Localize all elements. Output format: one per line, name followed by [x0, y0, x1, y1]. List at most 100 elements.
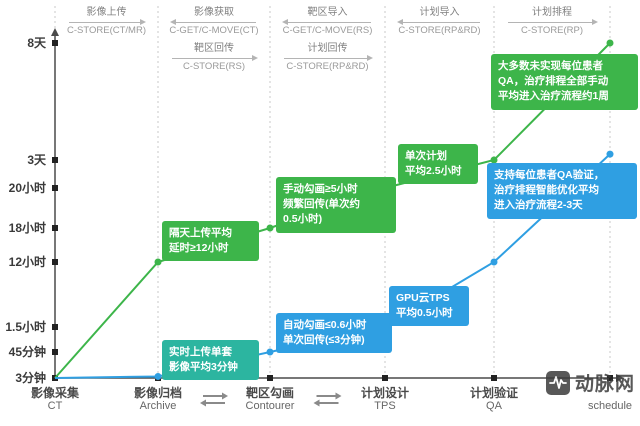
annotation-line: GPU云TPS [396, 292, 450, 304]
data-point-cloud [266, 348, 274, 356]
flow-arrow-right-icon [69, 19, 146, 25]
flow-arrow-right-icon [284, 55, 373, 61]
data-point-cloud [154, 372, 162, 380]
flow-arrow-right-icon [172, 55, 258, 61]
data-point-traditional [266, 224, 274, 232]
swap-arrow-left-head-icon [313, 399, 320, 407]
y-tick-marker [52, 225, 58, 231]
annotation-line: 平均0.5小时 [396, 307, 453, 320]
y-tick-marker [52, 349, 58, 355]
x-tick-marker [267, 375, 273, 381]
annotation-line: 隔天上传平均 [169, 227, 232, 239]
y-tick-label: 20小时 [8, 181, 46, 195]
dicom-code-label: C-STORE(RS) [182, 61, 246, 72]
x-tick-marker [607, 375, 613, 381]
x-category-en: Archive [139, 400, 177, 412]
x-category-en: TPS [374, 400, 396, 412]
x-category-en: QA [486, 400, 502, 412]
vcbeat-logo-icon [546, 370, 570, 395]
annotation-line: QA，治疗排程全部手动 [498, 75, 609, 88]
data-point-cloud [606, 150, 614, 158]
annotation-line: 手动勾画≥5小时 [283, 183, 358, 195]
x-category-label: 影像归档 Archive [103, 386, 213, 413]
annotation-blue: GPU云TPS 平均0.5小时 [389, 286, 469, 327]
annotation-line: 0.5小时) [283, 213, 323, 226]
dicom-code-label: C-GET/C-MOVE(CT) [169, 25, 259, 36]
annotation-line: 治疗排程智能优化平均 [494, 184, 599, 197]
x-category-label: 靶区勾画 Contourer [215, 386, 325, 413]
y-tick-label: 12小时 [8, 255, 46, 269]
swap-arrow-left-head-icon [200, 399, 206, 407]
annotation-teal: 实时上传单套 影像平均3分钟 [162, 340, 259, 381]
y-tick-label: 8天 [27, 36, 46, 50]
protocol-flow-column: 靶区导入 C-GET/C-MOVE(RS) 计划回传 C-STORE(RP&RD) [279, 6, 376, 78]
flow-step-label: 计划回传 [307, 43, 348, 54]
data-point-traditional [490, 156, 498, 164]
flow-step-label: 靶区回传 [194, 43, 234, 54]
y-tick-label: 18小时 [8, 221, 46, 235]
y-tick-marker [52, 324, 58, 330]
x-category-zh: 计划设计 [360, 386, 409, 400]
flow-step-label: 靶区导入 [307, 7, 348, 18]
x-category-label: 计划验证 QA [439, 386, 549, 413]
flow-arrow-left-icon [170, 19, 256, 25]
y-tick-marker [52, 259, 58, 265]
y-tick-marker [52, 157, 58, 163]
annotation-line: 影像平均3分钟 [169, 361, 238, 374]
annotation-blue: 支持每位患者QA验证， 治疗排程智能优化平均 进入治疗流程2-3天 [487, 163, 637, 219]
dicom-code-label: C-STORE(CT/MR) [67, 25, 146, 36]
protocol-flow-column: 影像上传 C-STORE(CT/MR) [64, 6, 149, 42]
dicom-code-label: C-STORE(RP&RD) [398, 25, 481, 36]
y-tick-marker [52, 40, 58, 46]
y-tick-label: 1.5小时 [5, 320, 46, 334]
y-tick-label: 45分钟 [8, 345, 46, 359]
flow-arrow-left-icon [282, 19, 371, 25]
x-category-label: 影像采集 CT [0, 386, 110, 413]
flow-arrow-left-icon [397, 19, 480, 25]
annotation-green: 单次计划 平均2.5小时 [398, 144, 478, 185]
x-category-en: Contourer [245, 400, 295, 412]
protocol-flow-column: 计划导入 C-STORE(RP&RD) [394, 6, 485, 42]
annotation-line: 平均进入治疗流程约1周 [498, 90, 609, 103]
annotation-line: 延时≥12小时 [169, 242, 229, 255]
annotation-green: 手动勾画≥5小时 频繁回传(单次约 0.5小时) [276, 177, 396, 233]
x-category-zh: 靶区勾画 [245, 386, 294, 400]
x-category-zh: 影像采集 [30, 386, 79, 400]
x-category-label: schedule [555, 386, 640, 413]
swap-arrow-right-head-icon [335, 392, 342, 400]
x-tick-marker [382, 375, 388, 381]
y-tick-marker [52, 185, 58, 191]
dicom-code-label: C-STORE(RP) [520, 25, 584, 36]
annotation-blue: 自动勾画≤0.6小时 单次回传(≤3分钟) [276, 313, 392, 354]
annotation-line: 进入治疗流程2-3天 [494, 199, 583, 212]
annotation-line: 支持每位患者QA验证， [494, 169, 605, 181]
y-tick-label: 3天 [27, 153, 46, 167]
annotation-line: 实时上传单套 [169, 346, 232, 358]
annotation-line: 平均2.5小时 [405, 165, 462, 178]
protocol-flow-column: 计划排程 C-STORE(RP) [503, 6, 601, 42]
flow-arrow-right-icon [508, 19, 598, 25]
dicom-code-label: C-GET/C-MOVE(RS) [282, 25, 373, 36]
swap-arrow-right-head-icon [222, 392, 228, 400]
annotation-green: 隔天上传平均 延时≥12小时 [162, 221, 259, 262]
flow-step-label: 计划导入 [419, 7, 460, 18]
x-category-en: CT [47, 400, 63, 412]
annotation-line: 频繁回传(单次约 [283, 198, 360, 211]
dicom-code-label: C-STORE(RP&RD) [286, 61, 369, 72]
flow-step-label: 计划排程 [532, 7, 572, 18]
data-point-traditional [606, 39, 614, 47]
data-point-cloud [490, 258, 498, 266]
flow-step-label: 影像上传 [86, 7, 127, 18]
x-axis-arrow-icon [616, 374, 624, 382]
annotation-line: 自动勾画≤0.6小时 [283, 319, 367, 331]
flow-step-label: 影像获取 [194, 7, 234, 18]
annotation-line: 单次回传(≤3分钟) [283, 334, 365, 347]
x-category-en: schedule [587, 400, 633, 412]
x-category-zh: 计划验证 [469, 386, 518, 400]
vcbeat-watermark: 动脉网 [546, 369, 635, 396]
annotation-green: 大多数未实现每位患者 QA，治疗排程全部手动 平均进入治疗流程约1周 [491, 54, 638, 110]
x-tick-marker [491, 375, 497, 381]
x-category-label: 计划设计 TPS [330, 386, 440, 413]
x-category-zh: 影像归档 [133, 386, 182, 400]
